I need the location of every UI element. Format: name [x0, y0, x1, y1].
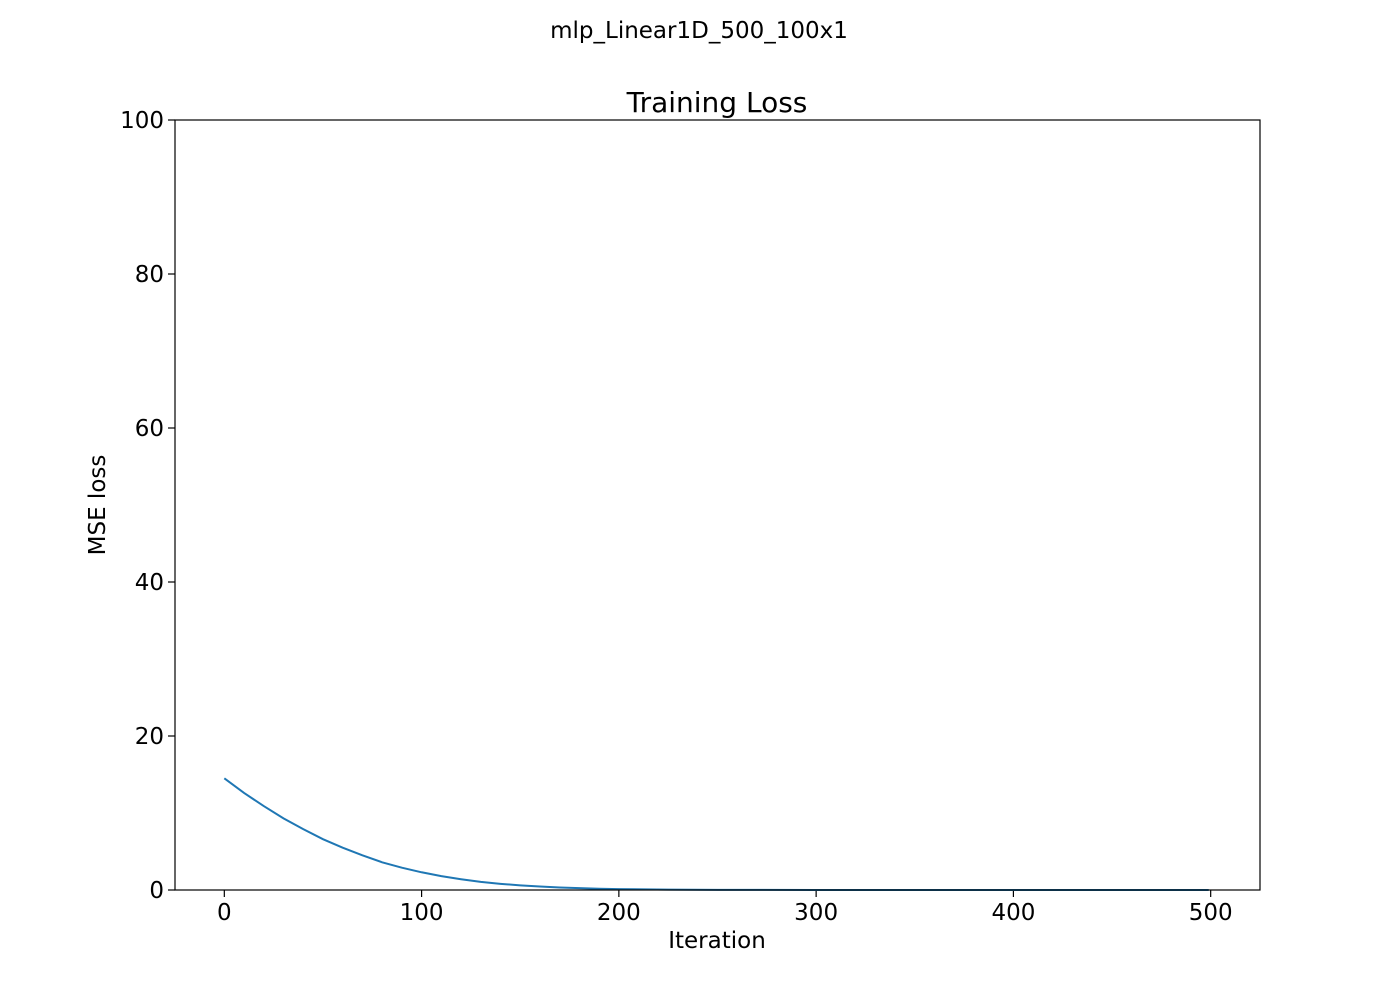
- plot-frame: [174, 119, 1261, 891]
- y-tick-label: 80: [135, 262, 164, 288]
- figure-suptitle: mlp_Linear1D_500_100x1: [550, 18, 848, 44]
- x-tick-label: 400: [991, 900, 1035, 926]
- x-axis-ticks: 0 100 200 300 400 500: [217, 890, 1233, 926]
- plot-area: [175, 120, 1260, 890]
- x-tick-label: 100: [400, 900, 444, 926]
- x-tick-label: 300: [794, 900, 838, 926]
- y-tick-label: 0: [149, 878, 164, 904]
- x-tick-label: 200: [597, 900, 641, 926]
- y-tick-label: 40: [135, 570, 164, 596]
- x-tick-label: 500: [1189, 900, 1233, 926]
- y-tick-label: 20: [135, 724, 164, 750]
- y-tick-label: 100: [120, 108, 164, 134]
- x-axis-label: Iteration: [668, 928, 766, 954]
- y-tick-label: 60: [135, 416, 164, 442]
- y-axis-label: MSE loss: [85, 455, 111, 556]
- x-tick-label: 0: [217, 900, 232, 926]
- chart-title: Training Loss: [626, 86, 808, 119]
- y-axis-ticks: 0 20 40 60 80 100: [120, 108, 175, 904]
